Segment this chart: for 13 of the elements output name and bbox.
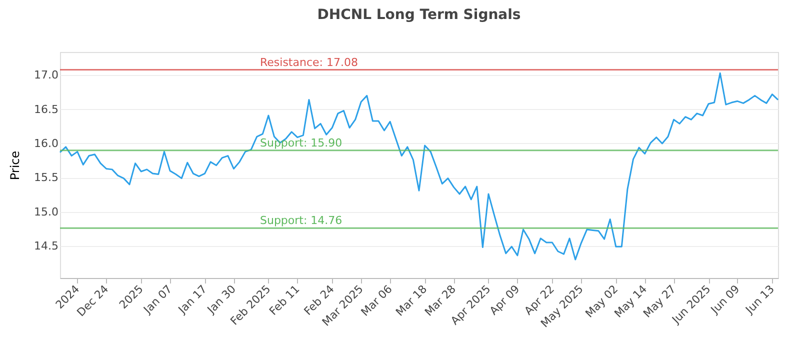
y-tick-label: 14.5 [34, 239, 58, 252]
y-tick-label: 16.5 [34, 102, 58, 116]
y-tick-label: 15.5 [34, 171, 58, 184]
x-tick-label: Jun 13 [742, 282, 777, 317]
y-tick-label: 17.0 [34, 68, 58, 82]
chart-title: DHCNL Long Term Signals [317, 7, 521, 23]
y-tick-label: 16.0 [34, 136, 58, 150]
y-axis-title: Price [8, 150, 22, 180]
line-series [59, 72, 779, 260]
ref-line-label: Resistance: 17.08 [260, 56, 358, 69]
ref-line-label: Support: 14.76 [260, 214, 342, 228]
ref-line-label: Support: 15.90 [260, 136, 342, 150]
y-tick-label: 15.0 [34, 205, 58, 218]
